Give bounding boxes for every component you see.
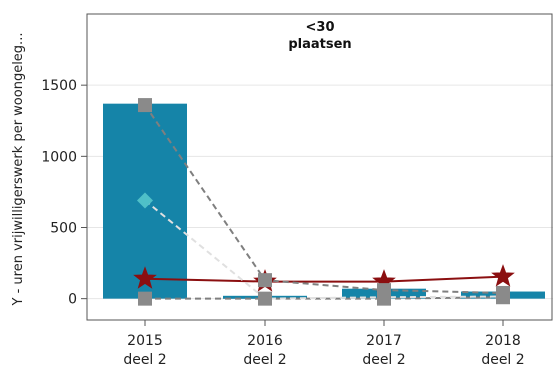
marker-layer xyxy=(133,98,515,306)
series-2-point-2 xyxy=(377,291,391,306)
series-2-point-0 xyxy=(138,291,152,306)
series-1-line xyxy=(144,104,504,294)
chart-title-line-1: plaatsen xyxy=(288,37,351,52)
series-0-point-0 xyxy=(133,266,157,289)
series-2-point-3 xyxy=(496,290,510,305)
chart-title: <30 plaatsen xyxy=(288,20,351,52)
y-tick-label-1: 500 xyxy=(50,220,77,236)
y-tick-label-3: 1500 xyxy=(41,78,77,94)
series-3-point-0 xyxy=(137,192,153,209)
series-2-line xyxy=(145,296,504,300)
plot-frame xyxy=(86,13,553,321)
series-0-line xyxy=(144,275,504,283)
bar-layer xyxy=(103,103,545,299)
series-1-point-1 xyxy=(258,273,272,288)
series-1-point-0 xyxy=(138,98,152,113)
x-tick-label-2: 2017 deel 2 xyxy=(362,333,405,368)
y-tick-label-0: 0 xyxy=(68,292,77,308)
y-tick-label-2: 1000 xyxy=(41,149,77,165)
x-axis-ticks: 2015 deel 2 2016 deel 2 2017 deel 2 2018 deel 2 xyxy=(123,320,525,368)
line-layer xyxy=(144,104,504,300)
series-3-line xyxy=(144,199,504,300)
chart-title-line-0: <30 xyxy=(306,20,335,35)
y-axis-ticks: 0 500 1000 1500 xyxy=(41,78,87,308)
x-tick-label-0: 2015 deel 2 xyxy=(123,333,166,368)
y-axis-title: Y - uren vrijwilligerswerk per woongeleg… xyxy=(11,33,26,307)
series-0-point-3 xyxy=(491,264,515,287)
series-2-point-1 xyxy=(258,291,272,306)
x-tick-label-3: 2018 deel 2 xyxy=(481,333,524,368)
x-tick-label-1: 2016 deel 2 xyxy=(243,333,286,368)
